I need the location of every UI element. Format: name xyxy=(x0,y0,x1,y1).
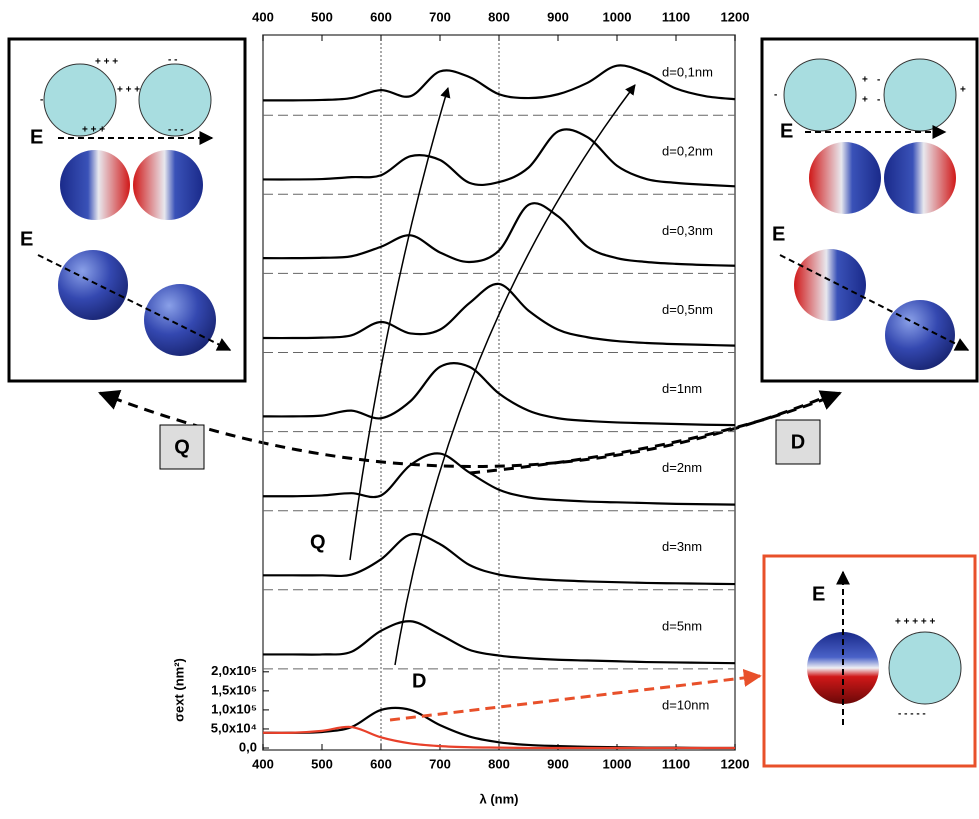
x-tick-label: 600 xyxy=(370,9,392,24)
spectrum-line xyxy=(262,532,736,586)
spectrum-line xyxy=(262,361,736,427)
series-label: d=0,3nm xyxy=(662,223,713,238)
sphere xyxy=(60,150,130,220)
sphere xyxy=(138,63,212,137)
mode-label: D xyxy=(791,431,805,453)
sphere xyxy=(783,58,857,132)
charge: - xyxy=(774,90,777,101)
charge: - - - - - xyxy=(898,709,926,720)
field-label: E xyxy=(780,120,793,142)
trend-arrow xyxy=(349,86,451,561)
field-label: E xyxy=(772,223,785,245)
y-tick-label: 1,5x10⁵ xyxy=(211,682,257,697)
series-label: d=2nm xyxy=(662,460,702,475)
sphere xyxy=(794,249,866,321)
charge: + + + xyxy=(117,85,140,96)
spectrum-line xyxy=(262,202,736,267)
x-tick-label: 600 xyxy=(370,756,392,771)
charge: - xyxy=(40,95,43,106)
charge: - xyxy=(877,95,880,106)
series-label: d=5nm xyxy=(662,618,702,633)
trend-arrow xyxy=(394,84,636,666)
x-tick-label: 900 xyxy=(547,756,569,771)
series-label: d=0,1nm xyxy=(662,65,713,80)
y-tick-label: 1,0x10⁵ xyxy=(211,701,257,716)
x-tick-label: 1200 xyxy=(721,9,750,24)
x-tick-label: 800 xyxy=(488,756,510,771)
mode-box xyxy=(159,424,205,470)
sphere xyxy=(809,142,881,214)
spectrum-line xyxy=(262,64,736,102)
charge: - xyxy=(877,75,880,86)
sphere xyxy=(43,63,117,137)
x-tick-label: 900 xyxy=(547,9,569,24)
mode-label: Q xyxy=(174,436,190,458)
field-label: E xyxy=(812,583,825,605)
x-tick-label: 1200 xyxy=(721,756,750,771)
charge: + xyxy=(862,75,868,86)
x-tick-label: 1000 xyxy=(603,9,632,24)
arrow-label: Q xyxy=(310,531,326,553)
series-label: d=10nm xyxy=(662,697,709,712)
spectrum-line xyxy=(263,620,736,665)
x-tick-label: 500 xyxy=(311,9,333,24)
x-tick-label: 700 xyxy=(429,756,451,771)
y-tick-label: 0,0 xyxy=(239,739,257,754)
sphere xyxy=(144,284,216,356)
charge: - - xyxy=(168,55,177,66)
sphere xyxy=(884,142,956,214)
mode-box xyxy=(775,419,821,465)
y-axis-label: σext (nm²) xyxy=(171,658,186,722)
arrow-label: D xyxy=(412,670,426,692)
x-tick-label: 1100 xyxy=(662,756,690,771)
link-arrow xyxy=(389,668,762,722)
x-tick-label: 1100 xyxy=(662,9,690,24)
y-tick-label: 5,0x10⁴ xyxy=(211,720,257,735)
sphere xyxy=(885,300,955,370)
spectrum-line xyxy=(262,452,736,506)
charge: + xyxy=(960,85,966,96)
charge: + + + xyxy=(95,57,118,68)
link-arc xyxy=(98,390,836,468)
spectrum-line xyxy=(262,282,736,347)
y-tick-label: 2,0x10⁵ xyxy=(211,663,257,678)
field-label: E xyxy=(30,126,43,148)
charge: + + + + + xyxy=(895,617,935,628)
x-tick-label: 400 xyxy=(252,756,274,771)
x-tick-label: 400 xyxy=(252,9,274,24)
series-label: d=1nm xyxy=(662,381,702,396)
x-tick-label: 1000 xyxy=(603,756,632,771)
sphere xyxy=(58,250,128,320)
single-sphere-line xyxy=(262,725,736,750)
field-arrow xyxy=(779,254,970,351)
x-axis-label: λ (nm) xyxy=(480,791,519,806)
field-label: E xyxy=(20,228,33,250)
series-label: d=3nm xyxy=(662,539,702,554)
charge: - - - xyxy=(168,125,184,136)
field-arrow xyxy=(37,254,232,351)
series-label: d=0,2nm xyxy=(662,144,713,159)
plot: 400 400 500 500 600 600 700 700 800 800 900 900 1000… xyxy=(171,9,762,806)
sphere xyxy=(888,631,962,705)
sphere xyxy=(807,632,879,704)
link-arc xyxy=(469,390,842,475)
x-tick-label: 700 xyxy=(429,9,451,24)
x-tick-label: 800 xyxy=(488,9,510,24)
x-tick-label: 500 xyxy=(311,756,333,771)
series-label: d=0,5nm xyxy=(662,302,713,317)
charge: + xyxy=(862,95,868,106)
sphere xyxy=(133,150,203,220)
charge: + + + xyxy=(82,125,105,136)
spectrum-line xyxy=(262,128,736,188)
sphere xyxy=(883,58,957,132)
